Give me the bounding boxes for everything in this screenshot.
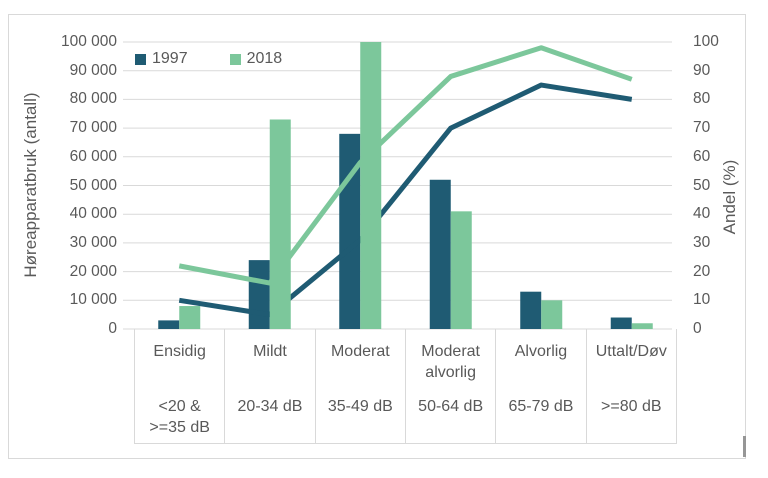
bar-1997-Ensidig: [158, 320, 180, 329]
category-range: >=80 dB: [601, 398, 662, 415]
left-axis-tick: 90 000: [69, 61, 117, 79]
bar-1997-Moderat alvorlig: [429, 179, 451, 329]
right-axis-tick: 20: [693, 262, 711, 280]
category-name: Alvorlig: [514, 343, 568, 360]
category-name: Moderat alvorlig: [421, 343, 480, 381]
right-axis-tick: 0: [693, 320, 702, 337]
left-axis-tick: 0: [108, 320, 117, 337]
resize-handle[interactable]: [743, 436, 746, 457]
right-axis-tick: 50: [693, 176, 711, 194]
category-range: <20 & >=35 dB: [149, 398, 210, 436]
bar-1997-Uttalt/Døv: [610, 317, 632, 329]
category-name: Uttalt/Døv: [595, 343, 667, 360]
left-axis-tick: 60 000: [69, 147, 117, 165]
left-axis-tick: 70 000: [69, 119, 117, 137]
legend-swatch-icon: [229, 53, 241, 65]
category-name: Ensidig: [153, 343, 206, 360]
bar-2018-Uttalt/Døv: [631, 323, 653, 329]
chart-frame: Høreapparatbruk (antall) Andel (%) 1997 2…: [8, 14, 746, 459]
bar-1997-Mildt: [248, 260, 270, 329]
category-cell-Ensidig: Ensidig <20 & >=35 dB: [134, 329, 224, 443]
legend-label: 1997: [152, 50, 188, 67]
left-axis-tick: 80 000: [69, 90, 117, 108]
line-2018: [178, 45, 633, 286]
category-cell-Moderat: Moderat 35-49 dB: [314, 329, 405, 443]
category-range: 35-49 dB: [327, 398, 393, 415]
left-axis-tick: 100 000: [60, 33, 117, 50]
category-range: 50-64 dB: [418, 398, 484, 415]
plot-area: [123, 41, 672, 330]
bar-2018-Ensidig: [179, 306, 201, 329]
category-name: Mildt: [253, 343, 287, 360]
left-axis-tick: 20 000: [69, 262, 117, 280]
left-axis-tick: 30 000: [69, 233, 117, 251]
category-cell-Uttalt/Døv: Uttalt/Døv >=80 dB: [585, 329, 676, 443]
right-axis-tick: 80: [693, 90, 711, 108]
category-axis-table: Ensidig <20 & >=35 dB Mildt 20-34 dB Moderat 3…: [134, 329, 677, 444]
category-name: Moderat: [330, 343, 390, 360]
left-axis-tick: 40 000: [69, 205, 117, 223]
left-axis-tick: 10 000: [69, 291, 117, 309]
legend-label: 2018: [246, 50, 283, 67]
right-axis-tick: 70: [693, 119, 711, 137]
bar-1997-Alvorlig: [520, 291, 542, 329]
line-1997: [178, 82, 633, 318]
legend-swatch-icon: [135, 53, 146, 65]
right-axis-tick: 100: [693, 33, 719, 50]
bar-2018-Moderat alvorlig: [450, 211, 472, 329]
right-axis-tick: 40: [693, 205, 711, 223]
category-cell-Alvorlig: Alvorlig 65-79 dB: [495, 329, 585, 443]
legend: 1997 2018: [135, 50, 282, 68]
category-cell-Moderat alvorlig: Moderat alvorlig 50-64 dB: [404, 329, 495, 443]
legend-item-2018: 2018: [229, 50, 283, 68]
right-axis-tick: 10: [693, 291, 711, 309]
right-axis-tick: 30: [693, 233, 711, 251]
left-axis-tick: 50 000: [69, 176, 117, 194]
right-axis-title: Andel (%): [720, 159, 739, 235]
category-cell-Mildt: Mildt 20-34 dB: [224, 329, 314, 443]
bar-2018-Mildt: [269, 119, 291, 330]
bar-2018-Alvorlig: [541, 300, 563, 329]
legend-item-1997: 1997: [135, 50, 188, 68]
right-axis-tick: 60: [693, 147, 711, 165]
bar-2018-Moderat: [360, 42, 382, 329]
right-axis-tick: 90: [693, 61, 711, 79]
category-range: 20-34 dB: [237, 398, 303, 415]
category-range: 65-79 dB: [508, 398, 574, 415]
